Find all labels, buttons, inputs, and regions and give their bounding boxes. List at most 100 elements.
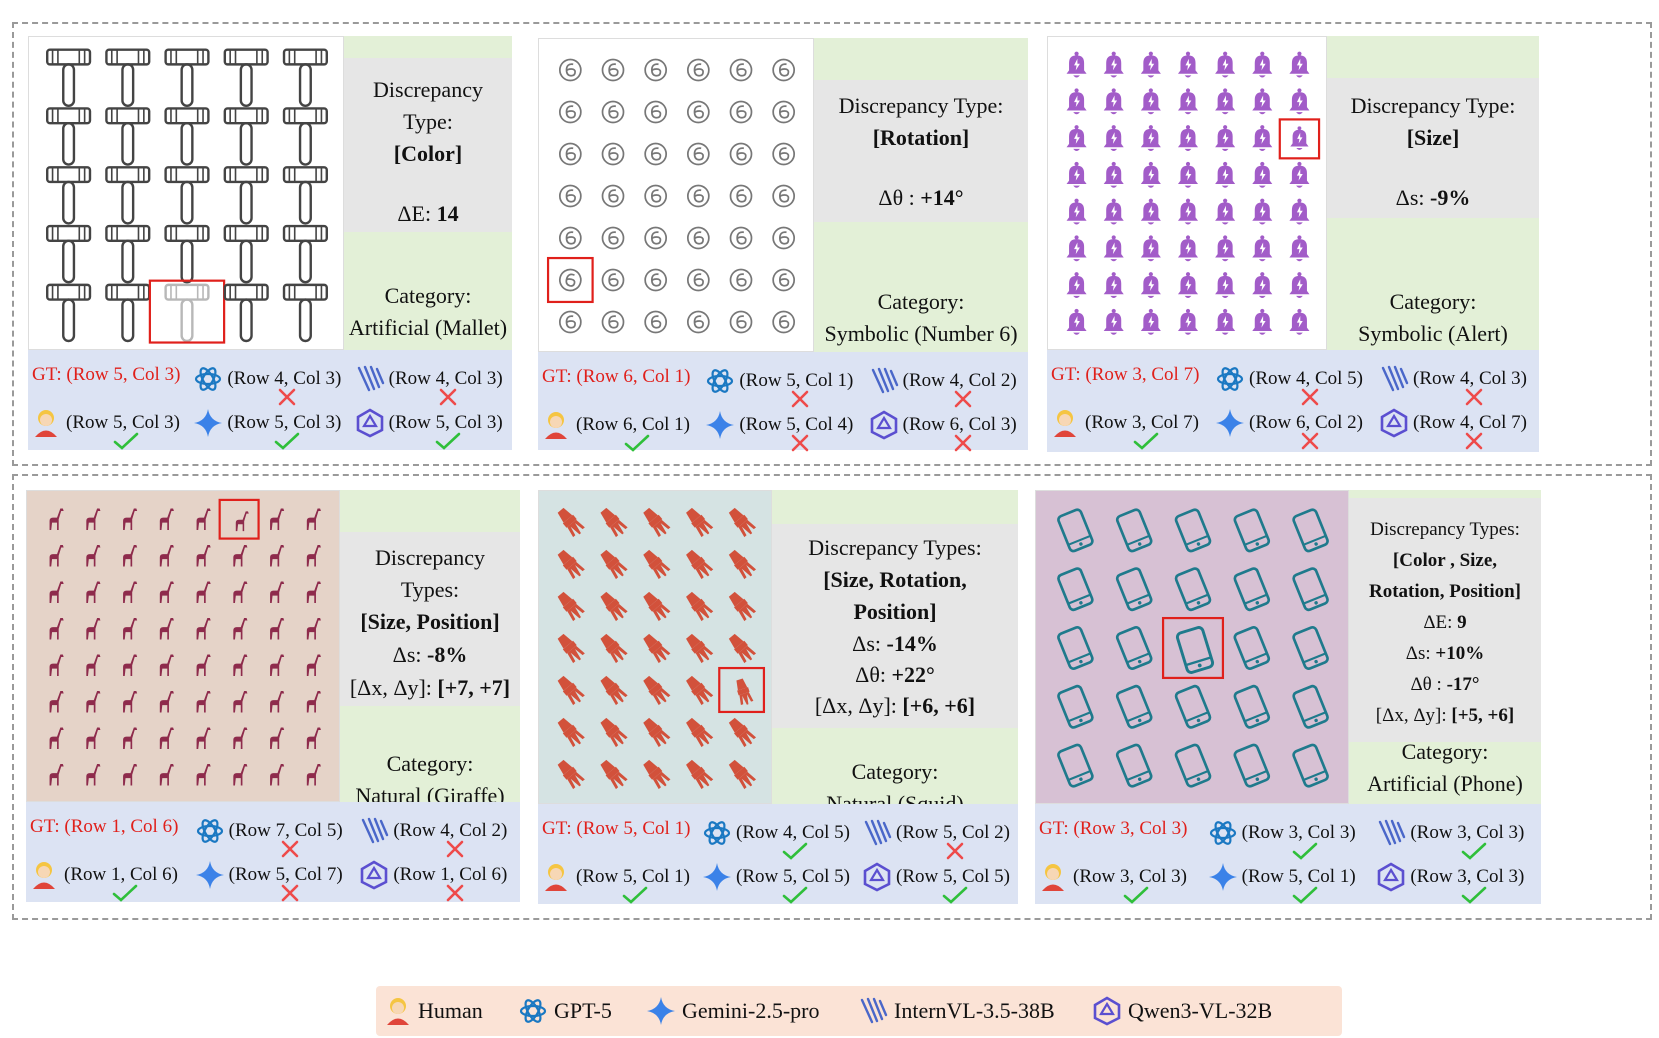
discrepancy-text: [Color , Size, [1392,550,1498,571]
giraffe-icon [306,508,321,531]
mallet-icon [223,107,269,166]
prediction-text: (Row 4, Col 5) [736,822,850,843]
metric-label: Δs: [852,631,887,656]
alert-bell-icon [1215,51,1236,78]
alert-bell-icon [1289,198,1310,225]
intern-icon [1379,819,1406,846]
number-six-icon [772,310,796,334]
gpt-prediction: (Row 3, Col 3) [1208,818,1356,848]
alert-bell-icon [1103,308,1124,335]
metric-label: Δθ : [878,185,921,210]
prediction-text: (Row 4, Col 5) [1249,368,1363,389]
alert-bell-icon [1103,51,1124,78]
prediction-text: (Row 6, Col 2) [1249,412,1363,433]
alert-bell-icon [1289,308,1310,335]
info-column: Discrepancy Type: [Rotation] Δθ : +14° Cate… [814,38,1028,352]
giraffe-icon [270,617,285,640]
alert-bell-icon [1289,272,1310,298]
predictions-bar: GT: (Row 3, Col 7) (Row 4, Col 5) (Row 4, … [1047,350,1539,452]
icon-grid-image [538,38,814,352]
alert-bell-icon [1140,308,1161,335]
mallet-icon [164,224,210,284]
discrepancy-type: Discrepancy Type: [Rotation] [814,90,1028,154]
squid-icon [643,633,671,664]
phone-icon [1233,743,1271,788]
alert-bell-icon [1177,235,1199,262]
mallet-icon [46,48,92,108]
qwen-icon [1378,862,1405,892]
giraffe-icon [159,690,174,713]
alert-bell-icon [1252,125,1273,151]
discrepancy-metrics: Δs: -8% [Δx, Δy]: [+7, +7] [340,638,520,704]
result-mark [435,432,461,455]
mallet-icon [223,224,269,284]
mallet-icon [282,107,328,166]
giraffe-icon [123,617,138,640]
human-icon [33,862,55,889]
phone-icon [1174,684,1212,729]
gpt-prediction: (Row 5, Col 1) [705,366,853,396]
gemini-icon [1208,863,1237,891]
predictions-bar: GT: (Row 1, Col 6) (Row 7, Col 5) (Row 4, … [26,802,520,902]
prediction-text: (Row 5, Col 1) [576,866,690,887]
alert-bell-icon [1177,198,1199,225]
check-icon [782,842,808,860]
check-icon [1292,842,1318,860]
human-icon [387,998,409,1025]
phone-icon [1233,684,1271,729]
number-six-icon [644,310,668,334]
number-six-icon [601,100,625,124]
number-six-icon [558,310,582,334]
human-icon [545,412,567,439]
result-mark [787,390,813,413]
giraffe-icon [233,763,248,786]
gpt-icon [195,367,222,391]
result-mark [1123,886,1149,909]
result-mark [1292,842,1318,865]
human-icon [1054,410,1076,437]
icon-grid [1057,508,1329,788]
discrepancy-text: Position] [853,599,937,624]
squid-icon [686,675,714,706]
intern-prediction: (Row 4, Col 3) [1379,364,1527,394]
squid-icon [557,633,585,664]
alert-bell-icon [1066,125,1087,151]
odd-one-out-mallet-icon [164,283,210,343]
gemini-prediction: (Row 5, Col 3) [193,408,341,438]
ground-truth-box [546,256,594,304]
check-icon [1461,842,1486,860]
prediction-text: (Row 4, Col 2) [393,820,508,841]
mallet-icon [46,224,92,284]
giraffe-icon [159,763,174,786]
gemini-prediction: (Row 6, Col 2) [1215,408,1363,438]
giraffe-icon [123,581,138,604]
discrepancy-type: Discrepancy Type: [Size] [1327,90,1539,154]
phone-icon [1292,626,1329,670]
icon-grid [546,58,796,334]
qwen-prediction: (Row 3, Col 3) [1376,862,1524,892]
human-prediction: (Row 5, Col 1) [542,862,690,892]
info-band [814,222,1028,352]
info-band [344,36,512,58]
check-icon [1461,886,1486,904]
check-icon [1133,432,1159,450]
phone-icon [1057,508,1094,553]
squid-icon [728,717,757,748]
number-six-icon [644,142,668,166]
cross-icon [791,390,809,408]
giraffe-icon [306,617,321,640]
example-panel: Discrepancy Type: [Rotation] Δθ : +14° Cate… [538,38,1028,452]
giraffe-icon [159,654,174,677]
phone-icon [1057,684,1094,729]
number-six-icon [601,226,625,250]
mallet-icon [223,48,269,108]
result-mark [442,840,468,863]
number-six-icon [644,100,668,124]
alert-bell-icon [1140,235,1161,262]
squid-icon [686,507,714,538]
ground-truth-box [1278,118,1321,160]
qwen-icon [863,862,891,892]
giraffe-icon [86,581,101,604]
giraffe-icon [86,654,101,677]
legend-gemini-label: Gemini-2.5-pro [682,998,820,1023]
